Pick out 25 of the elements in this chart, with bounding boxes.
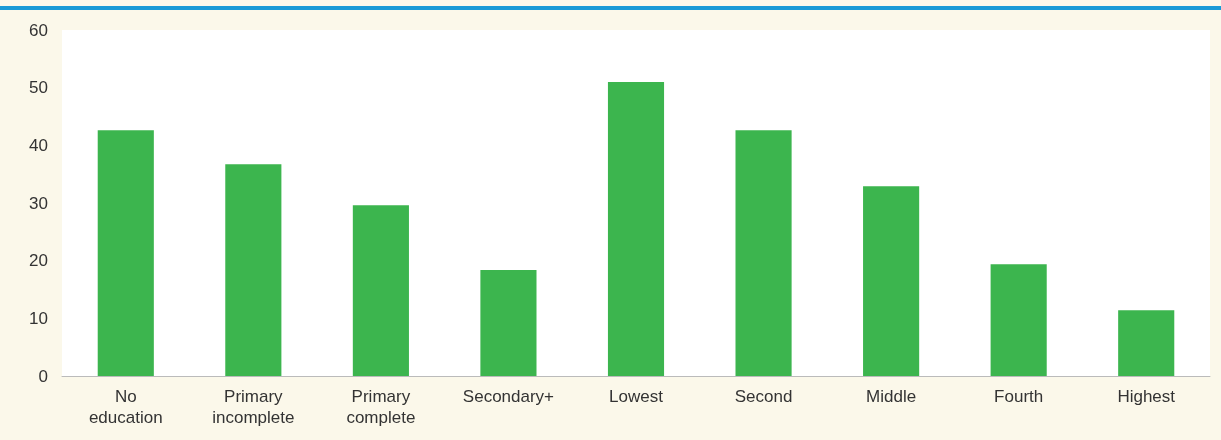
bar xyxy=(1118,310,1175,376)
bar xyxy=(225,164,282,376)
x-tick-label: Fourth xyxy=(994,387,1044,406)
bar xyxy=(480,269,537,376)
x-tick-label: Primary incomplete xyxy=(212,387,295,427)
x-tick-label: Secondary+ xyxy=(462,387,555,406)
y-tick-label: 10 xyxy=(29,308,48,328)
y-tick-label: 20 xyxy=(29,251,48,271)
bar xyxy=(863,186,920,376)
x-tick-label: Highest xyxy=(1117,387,1176,406)
y-tick-label: 30 xyxy=(29,193,48,213)
x-tick-label: No education xyxy=(88,387,163,427)
x-tick-label: Lowest xyxy=(609,387,664,406)
y-tick-label: 50 xyxy=(29,78,48,98)
y-tick-label: 60 xyxy=(29,20,48,40)
y-tick-label: 40 xyxy=(29,135,48,155)
bar xyxy=(990,264,1047,376)
bar xyxy=(352,205,409,376)
bar xyxy=(607,81,665,376)
x-tick-label: Primary complete xyxy=(346,387,416,427)
bar xyxy=(735,130,792,376)
y-tick-label: 0 xyxy=(38,366,48,386)
x-tick-label: Middle xyxy=(866,387,917,406)
bar xyxy=(97,130,154,376)
x-tick-label: Second xyxy=(734,387,793,406)
